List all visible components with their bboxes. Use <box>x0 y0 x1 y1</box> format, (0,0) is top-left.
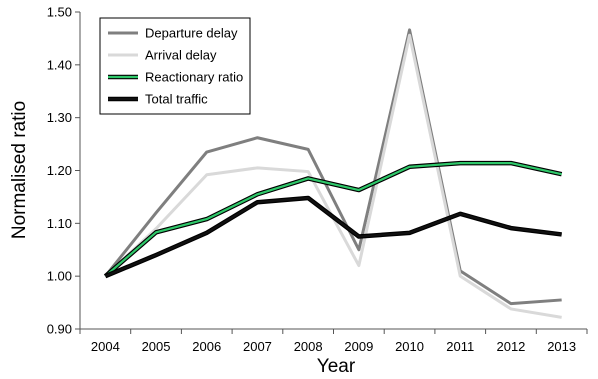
series-layer <box>103 28 563 319</box>
legend-label-departure-delay: Departure delay <box>145 26 238 41</box>
y-axis-ticks: 0.90 1.00 1.10 1.20 1.30 1.40 1.50 <box>47 5 80 337</box>
x-axis-ticks: 2004 2005 2006 2007 2008 2009 2010 2011 2012 2013 <box>79 329 588 354</box>
x-tick-label: 2010 <box>395 339 424 354</box>
legend-label-arrival-delay: Arrival delay <box>145 48 217 63</box>
y-tick-label: 1.00 <box>47 269 72 284</box>
x-tick-label: 2005 <box>142 339 171 354</box>
series-departure-delay-line <box>104 28 562 306</box>
y-axis-title: Normalised ratio <box>9 101 30 239</box>
x-tick-label: 2012 <box>496 339 525 354</box>
y-tick-label: 1.30 <box>47 110 72 125</box>
legend: Departure delay Arrival delay Reactionary … <box>99 17 251 115</box>
x-tick-label: 2011 <box>446 339 474 354</box>
y-tick-label: 1.40 <box>47 57 72 72</box>
x-tick-label: 2004 <box>91 339 120 354</box>
x-tick-label: 2007 <box>243 339 272 354</box>
y-tick-label: 0.90 <box>47 322 72 337</box>
y-tick-label: 1.10 <box>47 216 72 231</box>
y-tick-label: 1.20 <box>47 163 72 178</box>
x-tick-label: 2009 <box>344 339 373 354</box>
legend-label-total-traffic: Total traffic <box>145 92 208 107</box>
y-tick-label: 1.50 <box>47 5 72 20</box>
x-tick-label: 2013 <box>547 339 576 354</box>
x-tick-label: 2008 <box>294 339 323 354</box>
x-axis-title: Year <box>317 356 356 377</box>
legend-label-reactionary-ratio: Reactionary ratio <box>145 70 243 85</box>
series-total-traffic-line <box>104 196 562 278</box>
series-reactionary-ratio-line <box>104 162 562 278</box>
x-tick-label: 2006 <box>192 339 221 354</box>
